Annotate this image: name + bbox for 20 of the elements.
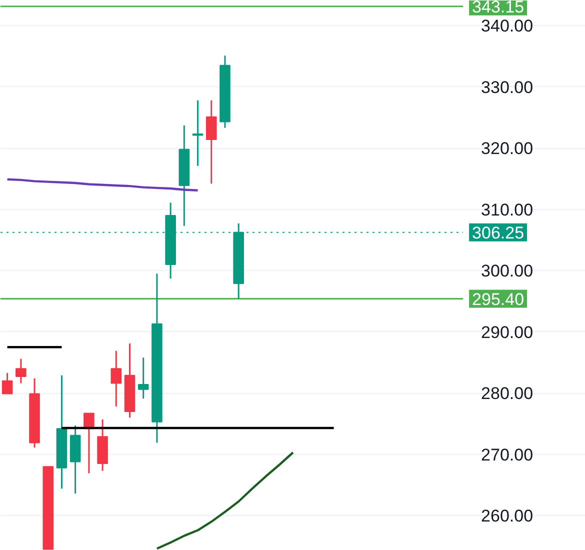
ref-line-label: 343.15 bbox=[472, 0, 524, 16]
candlestick bbox=[16, 358, 26, 384]
y-tick-label: 310.00 bbox=[481, 200, 534, 220]
candlestick bbox=[192, 100, 204, 167]
candlestick bbox=[206, 100, 217, 184]
ref-line-label: 295.40 bbox=[472, 290, 524, 309]
line-series bbox=[6, 178, 199, 192]
candlestick bbox=[138, 356, 149, 400]
candlestick bbox=[2, 372, 13, 394]
y-tick-label: 340.00 bbox=[481, 16, 534, 36]
candlestick bbox=[110, 350, 122, 408]
y-tick-label: 260.00 bbox=[481, 506, 534, 526]
y-tick-label: 270.00 bbox=[481, 445, 534, 464]
y-tick-label: 300.00 bbox=[481, 262, 534, 281]
y-tick-label: 290.00 bbox=[481, 322, 534, 342]
y-tick-label: 330.00 bbox=[481, 78, 534, 97]
y-tick-label: 280.00 bbox=[481, 384, 534, 404]
ref-line-label: 306.25 bbox=[472, 223, 524, 242]
line-series bbox=[156, 451, 294, 550]
y-tick-label: 320.00 bbox=[481, 139, 534, 158]
